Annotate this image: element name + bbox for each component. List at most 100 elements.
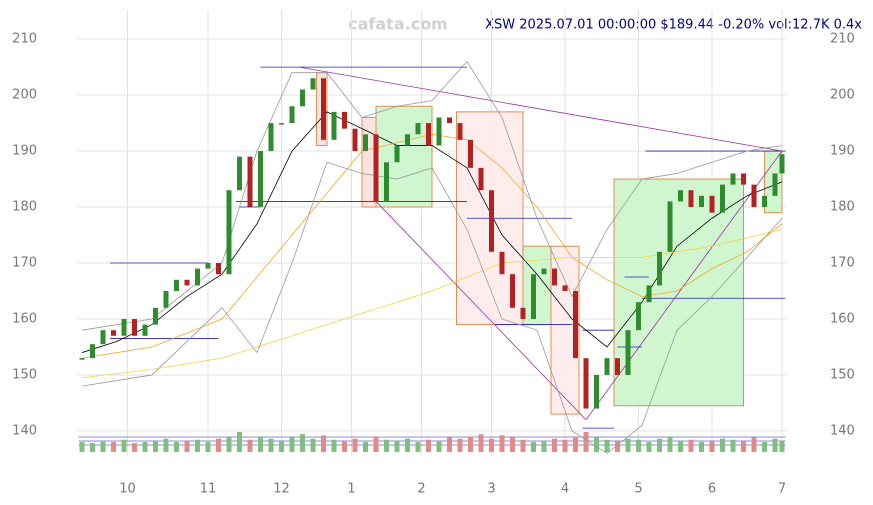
candle-body	[573, 290, 578, 359]
volume-bar	[779, 440, 785, 452]
volume-bar	[79, 442, 85, 452]
candle-body	[100, 330, 106, 345]
volume-bar	[226, 437, 232, 452]
y-tick-label-right: 210	[830, 32, 855, 47]
candle-body	[415, 123, 421, 135]
x-tick-label: 5	[634, 482, 642, 497]
x-tick-label: 6	[708, 482, 716, 497]
candle-body	[247, 156, 253, 208]
volume-bar	[741, 440, 746, 452]
y-tick-label-right: 180	[830, 200, 855, 215]
candle-body	[79, 358, 85, 360]
volume-bar	[657, 438, 662, 452]
volume-bar	[352, 438, 358, 452]
volume-bar	[415, 442, 421, 452]
candle-body	[510, 274, 515, 308]
candle-body	[772, 173, 778, 196]
candle-body	[426, 123, 431, 146]
candle-body	[195, 268, 200, 286]
volume-bar	[268, 438, 274, 452]
y-tick-label: 210	[12, 32, 37, 47]
volume-bar	[153, 440, 158, 452]
candle-body	[468, 139, 473, 168]
candle-body	[258, 151, 263, 208]
volume-bar	[457, 438, 463, 452]
ma-line	[81, 111, 783, 353]
volume-bar	[426, 439, 431, 452]
candle-body	[111, 330, 116, 336]
candle-body	[384, 162, 389, 202]
ma-line	[81, 161, 783, 454]
candle-body	[363, 134, 368, 152]
trend-line	[298, 66, 783, 152]
candle-body	[279, 123, 284, 125]
y-tick-label-right: 150	[830, 367, 855, 382]
x-tick-label: 12	[273, 482, 290, 497]
volume-bar	[132, 443, 137, 452]
volume-bar	[289, 437, 295, 452]
y-tick-label-right: 160	[830, 311, 855, 326]
candle-body	[636, 302, 641, 331]
volume-bar	[667, 436, 673, 452]
volume-bar	[762, 442, 767, 452]
x-tick-label: 1	[347, 482, 355, 497]
candle-body	[226, 190, 232, 275]
volume-bar	[552, 438, 557, 452]
candle-body	[300, 89, 305, 107]
volume-bar	[111, 442, 116, 452]
candle-body	[499, 251, 505, 275]
candle-body	[779, 154, 785, 174]
volume-bar	[604, 439, 610, 452]
volume-bar	[279, 440, 284, 452]
candle-body	[583, 358, 589, 409]
volume-bar	[720, 438, 725, 452]
candle-body	[741, 173, 746, 185]
volume-bar	[331, 439, 337, 452]
volume-bar	[310, 438, 316, 452]
volume-bar	[541, 440, 547, 452]
volume-bar	[646, 442, 652, 452]
candle-body	[237, 156, 242, 191]
candle-body	[174, 279, 179, 291]
volume-bar	[142, 442, 148, 452]
candle-body	[646, 285, 652, 303]
volume-bar	[258, 436, 263, 452]
volume-bar	[195, 439, 200, 452]
candle-body	[751, 184, 757, 208]
volume-bar	[562, 439, 568, 452]
volume-bar	[678, 440, 683, 452]
x-tick-label: 11	[200, 482, 217, 497]
ma-line	[81, 133, 783, 359]
volume-bar	[573, 436, 578, 452]
y-tick-label: 140	[12, 423, 37, 438]
volume-bar	[478, 434, 484, 452]
volume-bar	[184, 440, 190, 452]
volume-bar	[163, 438, 169, 452]
candle-body	[405, 134, 410, 146]
chart-title: XSW 2025.07.01 00:00:00 $189.44 -0.20% v…	[485, 18, 862, 33]
y-tick-label-right: 200	[830, 88, 855, 103]
candle-body	[709, 195, 715, 213]
candle-body	[541, 268, 547, 275]
candle-body	[625, 330, 631, 375]
x-tick-label: 3	[487, 482, 495, 497]
volume-bar	[615, 440, 620, 452]
candle-body	[457, 123, 463, 140]
candle-body	[699, 195, 704, 208]
candle-body	[153, 307, 158, 325]
volume-bar	[489, 438, 494, 452]
candle-body	[552, 268, 557, 286]
volume-bar	[436, 440, 442, 452]
x-tick-label: 10	[119, 482, 136, 497]
volume-bar	[342, 440, 347, 452]
candle-body	[562, 285, 568, 291]
volume-bar	[121, 439, 127, 452]
volume-bar	[499, 435, 505, 452]
volume-bar	[520, 439, 526, 452]
candle-body	[310, 78, 316, 90]
trend-line	[375, 201, 587, 421]
candle-body	[205, 263, 211, 269]
volume-bar	[772, 438, 778, 452]
